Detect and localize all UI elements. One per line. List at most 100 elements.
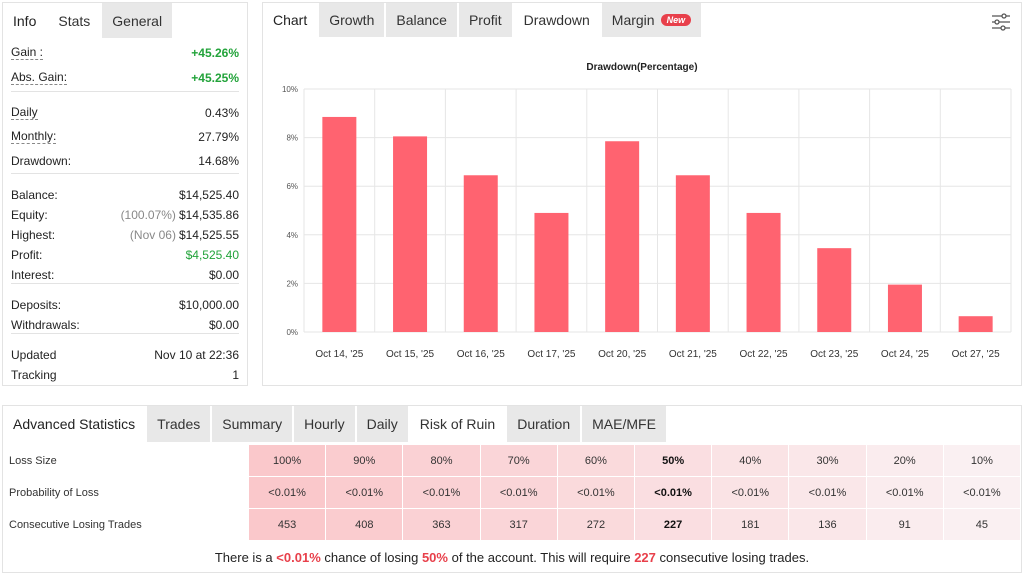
stat-value-wrap: (Nov 06) $14,525.55 <box>130 228 239 242</box>
bar <box>605 141 640 332</box>
stat-row: Tracking 1 <box>11 365 239 385</box>
stat-value-wrap: Nov 10 at 22:36 <box>154 348 239 362</box>
x-tick-label: Oct 22, '25 <box>740 349 788 360</box>
stat-value: 0.43% <box>204 106 239 120</box>
y-tick-label: 6% <box>286 182 298 191</box>
tab[interactable]: Risk of Ruin <box>409 406 506 442</box>
stat-value: $0.00 <box>208 268 239 282</box>
tab[interactable]: Hourly <box>294 406 355 442</box>
stat-label: Tracking <box>11 368 57 382</box>
stat-value: $0.00 <box>208 318 239 332</box>
stat-value-wrap: $0.00 <box>209 318 239 332</box>
tab[interactable]: Stats <box>48 3 101 38</box>
panel-title: Info <box>3 3 47 38</box>
tab[interactable]: MAE/MFE <box>582 406 666 442</box>
panel-title: Chart <box>263 3 318 37</box>
stat-row: Gain : +45.26% <box>11 43 239 63</box>
stat-row: Interest: $0.00 <box>11 265 239 285</box>
tab[interactable]: Duration <box>507 406 581 442</box>
table-cell: <0.01% <box>712 477 789 508</box>
table-cell: 20% <box>866 445 943 476</box>
bar <box>322 116 357 332</box>
y-tick-label: 0% <box>286 328 298 337</box>
stat-row: Deposits: $10,000.00 <box>11 295 239 315</box>
stat-label: Deposits: <box>11 298 62 312</box>
stat-row: Withdrawals: $0.00 <box>11 315 239 335</box>
stat-row: Updated Nov 10 at 22:36 <box>11 345 239 365</box>
table-cell: 45 <box>943 509 1020 540</box>
stat-value-wrap: $10,000.00 <box>179 298 239 312</box>
stat-row: Equity: (100.07%) $14,535.86 <box>11 205 239 225</box>
table-cell: <0.01% <box>249 477 326 508</box>
stat-row: Balance: $14,525.40 <box>11 185 239 205</box>
tab-label: Risk of Ruin <box>419 416 496 432</box>
table-cell: <0.01% <box>635 477 712 508</box>
stat-value-wrap: $14,525.40 <box>179 188 239 202</box>
tab-label: Growth <box>329 12 375 28</box>
stat-value-wrap: +45.25% <box>191 71 239 85</box>
table-cell: 363 <box>403 509 480 540</box>
stat-note: (Nov 06) <box>129 228 176 242</box>
bar <box>817 248 852 332</box>
stat-value: +45.25% <box>191 71 239 85</box>
stat-value: 14.68% <box>198 154 239 168</box>
tab-bar: Info Stats General <box>3 3 247 38</box>
x-tick-label: Oct 16, '25 <box>457 349 505 360</box>
footer-text: chance of losing <box>324 550 419 565</box>
tab[interactable]: Daily <box>356 406 408 442</box>
table-cell: 408 <box>326 509 403 540</box>
tab[interactable]: Balance <box>386 3 457 37</box>
table-cell: <0.01% <box>557 477 634 508</box>
x-tick-label: Oct 27, '25 <box>952 349 1000 360</box>
stat-label: Abs. Gain: <box>11 70 68 85</box>
footer-text: of the account. This will require <box>451 550 631 565</box>
stat-label: Interest: <box>11 268 55 282</box>
stat-label: Balance: <box>11 188 58 202</box>
table-cell: 40% <box>712 445 789 476</box>
bar <box>393 136 428 332</box>
x-tick-label: Oct 24, '25 <box>881 349 929 360</box>
table-cell: 70% <box>480 445 557 476</box>
tab[interactable]: Drawdown <box>513 3 600 37</box>
tab-label: Drawdown <box>523 12 590 28</box>
stat-row: Highest: (Nov 06) $14,525.55 <box>11 225 239 245</box>
settings-icon[interactable] <box>991 13 1011 31</box>
stat-row: Monthly: 27.79% <box>11 127 239 147</box>
bar <box>958 316 993 332</box>
tab[interactable]: Margin New <box>601 3 702 37</box>
footer-text: There is a <box>214 550 273 565</box>
footer-highlight: 50% <box>421 550 448 565</box>
tab-label: Profit <box>468 12 502 28</box>
table-cell: 227 <box>635 509 712 540</box>
stat-value-wrap: $4,525.40 <box>186 248 239 262</box>
tab-label: MAE/MFE <box>592 416 656 432</box>
table-cell: <0.01% <box>943 477 1020 508</box>
bar <box>887 284 922 332</box>
tab[interactable]: General <box>102 3 173 38</box>
table-cell: 90% <box>326 445 403 476</box>
row-label: Probability of Loss <box>3 477 249 508</box>
stat-value-wrap: 14.68% <box>198 154 239 168</box>
row-label: Consecutive Losing Trades <box>3 509 249 540</box>
row-label: Loss Size <box>3 445 249 476</box>
stat-label: Highest: <box>11 228 56 242</box>
stats-panel: Info Stats General Gain : +45.26% Abs. Gain: +… <box>2 2 248 386</box>
stat-label: Monthly: <box>11 129 57 144</box>
x-tick-label: Oct 20, '25 <box>598 349 646 360</box>
footer-text: consecutive losing trades. <box>659 550 810 565</box>
tab[interactable]: Growth <box>319 3 385 37</box>
stat-row: Daily 0.43% <box>11 103 239 123</box>
table-cell: 453 <box>249 509 326 540</box>
tab[interactable]: Trades <box>147 406 211 442</box>
y-tick-label: 4% <box>286 231 298 240</box>
tab[interactable]: Summary <box>212 406 293 442</box>
stat-value: $14,535.86 <box>178 208 239 222</box>
separator <box>11 91 239 92</box>
table-cell: 30% <box>789 445 866 476</box>
separator <box>11 173 239 174</box>
tab[interactable]: Profit <box>458 3 512 37</box>
new-badge: New <box>660 14 692 26</box>
y-tick-label: 10% <box>282 85 298 94</box>
table-cell: <0.01% <box>326 477 403 508</box>
